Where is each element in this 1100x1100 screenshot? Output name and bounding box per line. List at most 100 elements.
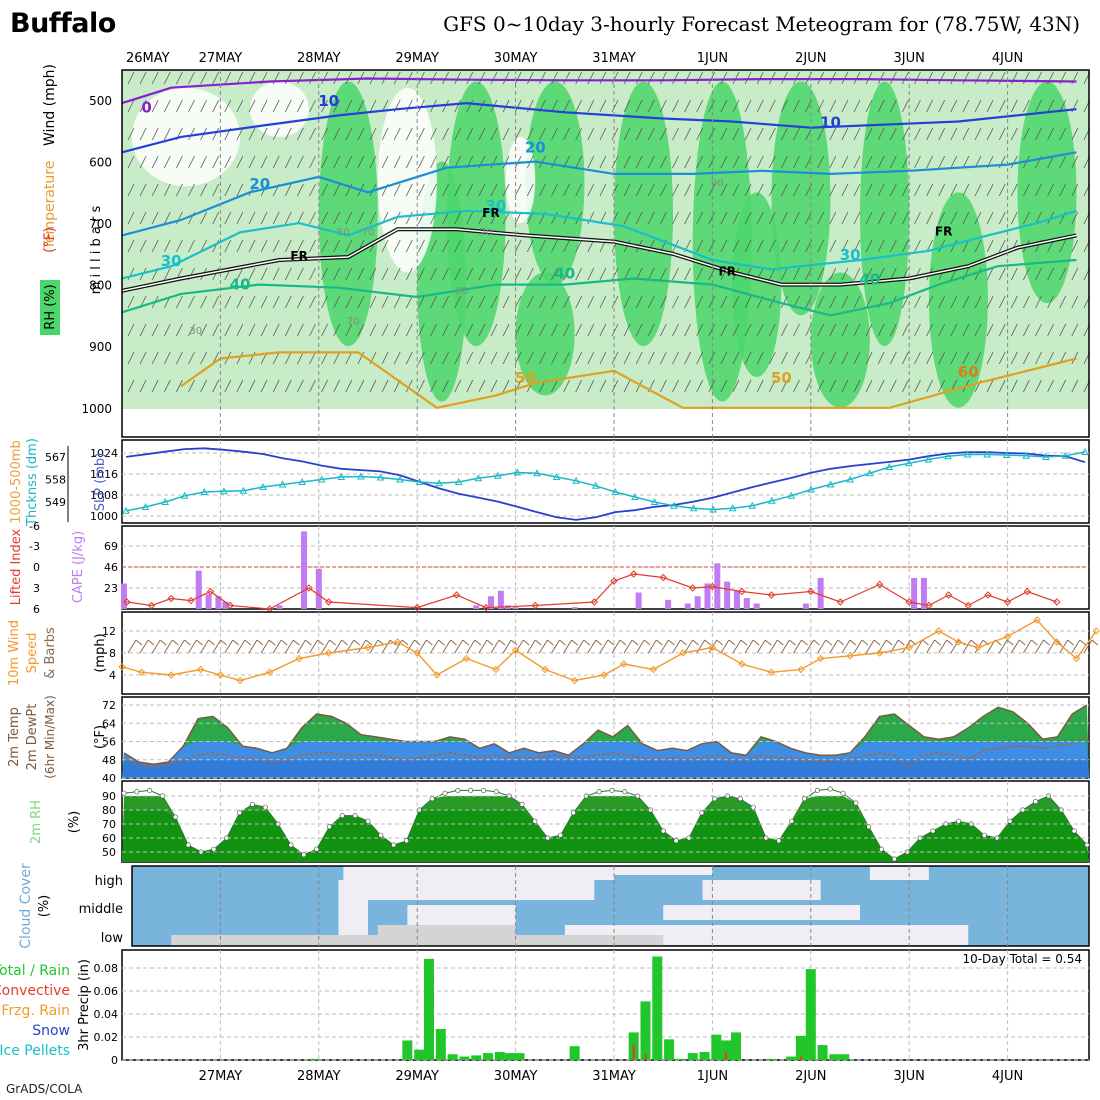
surface-wind-barb-flag <box>147 639 155 646</box>
wind-barb <box>248 295 256 309</box>
wind-barb <box>768 239 776 253</box>
wind-barb <box>333 323 341 337</box>
wind-barb <box>986 351 994 365</box>
precip-bar <box>652 956 663 1060</box>
wind-barb <box>793 127 800 141</box>
upper-air-frame <box>121 69 1090 438</box>
wind-barb <box>672 155 679 169</box>
wind-barb <box>502 127 510 141</box>
wind-barb <box>309 267 316 281</box>
precip-bar <box>424 958 435 1060</box>
wind-barb <box>200 99 207 113</box>
rh-contour-label: 70 <box>362 227 375 238</box>
minmax-axis-label: (6hr Min/Max) <box>43 695 57 779</box>
surface-wind-barb-flag <box>426 639 433 646</box>
wind-barb <box>998 99 1006 113</box>
wind-barb <box>236 351 244 365</box>
precip-bar <box>817 1045 828 1060</box>
rh-tick-label: 60 <box>102 832 116 845</box>
wind-barb <box>599 379 607 393</box>
wind-barb <box>176 239 183 253</box>
lifted-index-marker <box>738 587 746 596</box>
surface-wind-barb-flag <box>764 639 772 646</box>
wind-barb <box>127 71 135 85</box>
wind-barb <box>853 267 861 281</box>
wind-barb <box>926 127 933 141</box>
wind-barb <box>345 379 353 393</box>
surface-wind-barb-flag <box>208 639 215 646</box>
thickness-marker <box>141 502 150 510</box>
wind-barb <box>381 351 389 365</box>
wind-barb <box>599 127 607 141</box>
wind-barb <box>1010 71 1018 85</box>
wind-barb <box>236 155 244 169</box>
surface-wind-barb <box>938 639 948 654</box>
surface-wind-barb <box>163 639 173 654</box>
rh-marker <box>840 790 846 796</box>
pressure-tick-label: 500 <box>89 94 112 108</box>
wind-barb <box>744 155 752 169</box>
wind-barb <box>526 127 534 141</box>
wind-barb <box>272 155 280 169</box>
temp-tick-label: 48 <box>102 754 116 767</box>
wind-barb <box>369 267 377 281</box>
wind-barb <box>672 267 679 281</box>
surface-wind-barb <box>563 639 573 654</box>
rh-marker <box>1084 842 1090 848</box>
thickness-marker <box>572 476 580 484</box>
wind-barb <box>563 239 570 253</box>
wind-barb <box>430 323 437 337</box>
wind-barb <box>865 99 873 113</box>
date-tick-label: 27MAY <box>199 51 243 66</box>
wind-barb <box>696 379 704 393</box>
wind-barb <box>575 211 583 225</box>
thickness-marker <box>259 482 267 490</box>
rh-marker <box>134 789 140 795</box>
wind-barb <box>139 379 147 393</box>
wind-barb <box>224 155 232 169</box>
wind-barb <box>236 99 244 113</box>
rh-marker <box>352 813 358 819</box>
rh-marker <box>1071 828 1077 834</box>
wind-barb <box>284 239 292 253</box>
lifted-index-tick-label: -3 <box>29 540 40 553</box>
rh-marker <box>596 789 602 795</box>
wind-barb <box>962 71 970 85</box>
pressure-tick-label: 1000 <box>81 402 112 416</box>
thickness-marker <box>768 496 776 504</box>
thickness-marker <box>376 473 385 481</box>
wind-barb <box>1010 351 1018 365</box>
precip-panel-frame <box>121 949 1090 1061</box>
wind-barb <box>490 239 498 253</box>
temp-tick-label: 40 <box>102 772 116 785</box>
wind-barb <box>381 323 389 337</box>
thickness-marker <box>709 505 717 513</box>
wind-axis-label: Speed <box>25 633 40 674</box>
wind-barb <box>853 211 861 225</box>
precip-bar <box>675 1058 686 1060</box>
wind-barb <box>551 99 558 113</box>
wind-barb <box>333 295 341 309</box>
wind-barb <box>345 351 353 365</box>
temperature-legend-label: Temperature <box>42 161 58 251</box>
cape-bar <box>694 596 701 609</box>
lifted-index-marker <box>689 584 697 592</box>
wind-tick-label: 8 <box>109 647 116 660</box>
wind-barb <box>442 211 449 225</box>
wind-barb <box>974 323 982 337</box>
wind-barb <box>974 239 982 253</box>
wind-barb <box>502 183 510 197</box>
wind-barb <box>635 323 643 337</box>
wind-barb <box>200 295 207 309</box>
wind-barb <box>526 351 534 365</box>
lifted-index-marker <box>964 601 972 610</box>
date-tick-label: 27MAY <box>199 1069 243 1084</box>
lifted-index-line <box>126 573 1058 610</box>
wind-barb <box>345 211 353 225</box>
wind-barb <box>974 127 982 141</box>
wind-barb <box>587 211 595 225</box>
rh-marker <box>314 846 320 852</box>
thickness-marker <box>865 469 874 477</box>
surface-wind-barb <box>454 639 464 654</box>
surface-wind-barb-flag <box>1043 639 1050 646</box>
